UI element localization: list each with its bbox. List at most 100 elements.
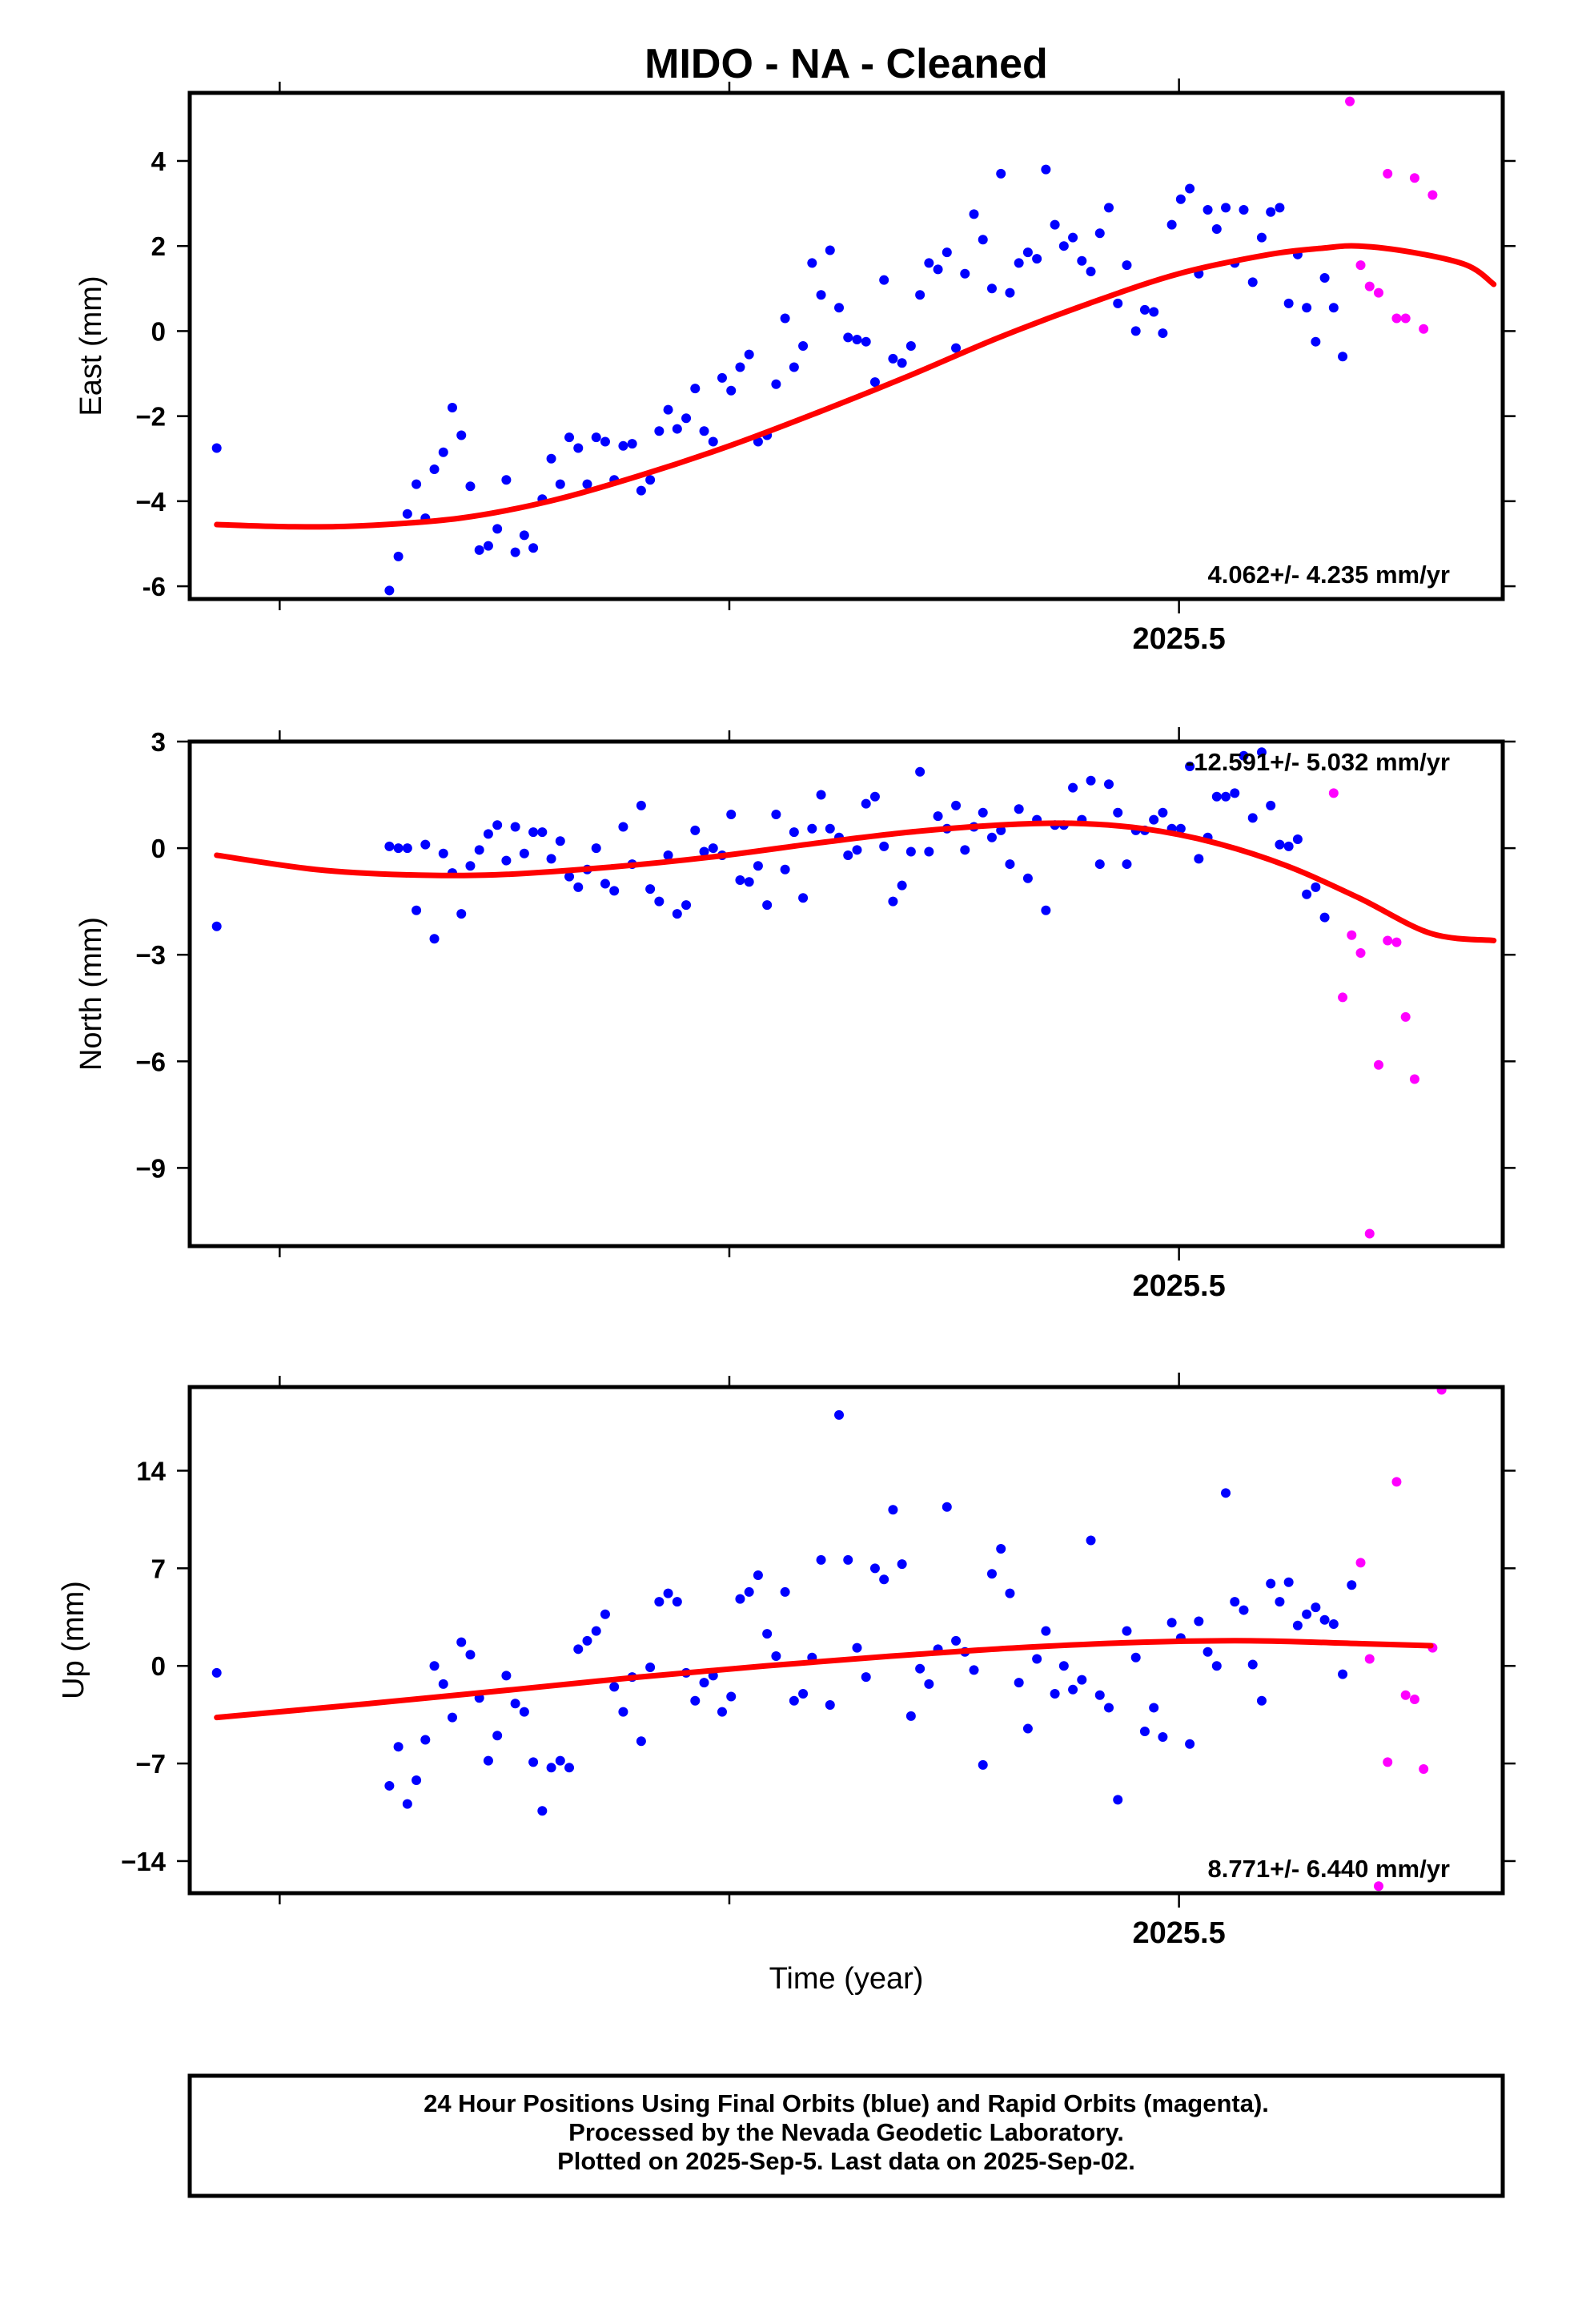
final-orbit-point xyxy=(869,377,880,388)
final-orbit-point xyxy=(1328,1618,1339,1629)
final-orbit-point xyxy=(807,823,817,834)
final-orbit-point xyxy=(861,336,871,347)
rapid-orbit-point xyxy=(1364,1654,1375,1664)
final-orbit-point xyxy=(816,1554,826,1565)
final-orbit-point xyxy=(843,1554,853,1565)
final-orbit-point xyxy=(1130,326,1141,336)
final-orbit-point xyxy=(393,843,404,854)
final-orbit-point xyxy=(1302,1609,1312,1619)
final-orbit-point xyxy=(897,1559,907,1570)
final-orbit-point xyxy=(645,884,656,895)
final-orbit-point xyxy=(1068,1684,1078,1695)
final-orbit-point xyxy=(1175,823,1186,834)
rapid-orbit-point xyxy=(1409,1074,1419,1084)
panel-up: 14 7 0 −7 −14 2025.5 Up (mm) 8.771+/- 6.440 mm/… xyxy=(57,1373,1516,1950)
final-orbit-point xyxy=(1041,164,1051,175)
final-orbit-point xyxy=(942,247,952,258)
final-orbit-point xyxy=(879,275,889,285)
final-orbit-point xyxy=(1256,232,1267,243)
final-orbit-point xyxy=(978,1759,988,1770)
final-orbit-point xyxy=(1347,1580,1357,1590)
final-orbit-point xyxy=(528,1757,539,1767)
final-orbit-point xyxy=(546,1763,556,1773)
final-orbit-point xyxy=(609,1682,620,1692)
final-orbit-point xyxy=(807,258,817,268)
final-orbit-point xyxy=(1014,258,1024,268)
final-orbit-point xyxy=(1032,254,1042,264)
final-orbit-point xyxy=(1211,1661,1222,1671)
y-tick-label: 0 xyxy=(151,316,166,346)
final-orbit-point xyxy=(942,1502,952,1512)
final-orbit-point xyxy=(1122,260,1132,271)
final-orbit-point xyxy=(1247,1659,1258,1670)
final-orbit-point xyxy=(1068,782,1078,793)
final-orbit-point xyxy=(852,1642,862,1653)
final-orbit-point xyxy=(1311,1602,1321,1613)
final-orbit-point xyxy=(429,1661,440,1671)
final-orbit-point xyxy=(816,290,826,300)
final-orbit-point xyxy=(888,1505,898,1515)
final-orbit-point xyxy=(708,843,718,854)
final-orbit-point xyxy=(1050,219,1060,230)
final-orbit-point xyxy=(780,313,790,324)
final-orbit-point xyxy=(825,823,835,834)
y-tick-label: −14 xyxy=(121,1847,167,1876)
y-tick-label: 4 xyxy=(151,147,167,176)
velocity-label: -12.591+/- 5.032 mm/yr xyxy=(1186,748,1450,776)
final-orbit-point xyxy=(501,475,512,485)
final-orbit-point xyxy=(969,1665,979,1675)
y-tick-label: −4 xyxy=(135,487,166,517)
final-orbit-point xyxy=(412,905,422,915)
final-orbit-point xyxy=(1203,205,1213,215)
final-orbit-point xyxy=(699,426,709,436)
final-orbit-point xyxy=(564,871,575,882)
final-orbit-point xyxy=(645,1662,656,1672)
velocity-label: 4.062+/- 4.235 mm/yr xyxy=(1208,561,1450,589)
final-orbit-point xyxy=(861,798,871,809)
final-orbit-point xyxy=(699,846,709,857)
final-orbit-point xyxy=(636,800,646,810)
velocity-label: 8.771+/- 6.440 mm/yr xyxy=(1208,1855,1450,1883)
final-orbit-point xyxy=(1292,1620,1303,1630)
final-orbit-point xyxy=(699,1678,709,1688)
final-orbit-point xyxy=(519,530,529,541)
y-axis-title: East (mm) xyxy=(74,275,108,416)
final-orbit-point xyxy=(1058,1661,1069,1671)
final-orbit-point xyxy=(483,541,493,551)
final-orbit-point xyxy=(474,845,484,855)
final-orbit-point xyxy=(690,825,701,835)
final-orbit-point xyxy=(1050,1689,1060,1699)
final-orbit-point xyxy=(1275,1597,1285,1607)
final-orbit-point xyxy=(501,855,512,866)
final-orbit-point xyxy=(537,1806,548,1816)
final-orbit-point xyxy=(735,362,745,372)
final-orbit-point xyxy=(1166,1618,1177,1628)
final-orbit-point xyxy=(789,827,799,838)
final-orbit-point xyxy=(1086,1535,1096,1546)
final-orbit-point xyxy=(1077,255,1087,266)
final-orbit-point xyxy=(690,384,701,394)
final-orbit-point xyxy=(690,1695,701,1706)
final-orbit-point xyxy=(1211,223,1222,234)
y-tick-label: −3 xyxy=(135,940,166,970)
final-orbit-point xyxy=(456,1637,467,1647)
final-orbit-point xyxy=(519,1707,529,1717)
final-orbit-point xyxy=(869,791,880,802)
final-orbit-point xyxy=(546,854,556,864)
final-orbit-point xyxy=(1328,303,1339,313)
final-orbit-point xyxy=(933,811,943,822)
final-orbit-point xyxy=(465,1650,476,1660)
final-orbit-point xyxy=(564,1763,575,1773)
final-orbit-point xyxy=(573,882,584,892)
final-orbit-point xyxy=(905,846,916,857)
rapid-orbit-point xyxy=(1400,313,1411,324)
final-orbit-point xyxy=(573,443,584,453)
final-orbit-point xyxy=(897,358,907,368)
final-orbit-point xyxy=(402,1799,412,1809)
final-orbit-point xyxy=(555,836,565,846)
final-orbit-point xyxy=(438,848,448,858)
final-orbit-point xyxy=(951,1635,962,1646)
rapid-orbit-point xyxy=(1345,96,1355,107)
final-orbit-point xyxy=(1230,1597,1240,1607)
